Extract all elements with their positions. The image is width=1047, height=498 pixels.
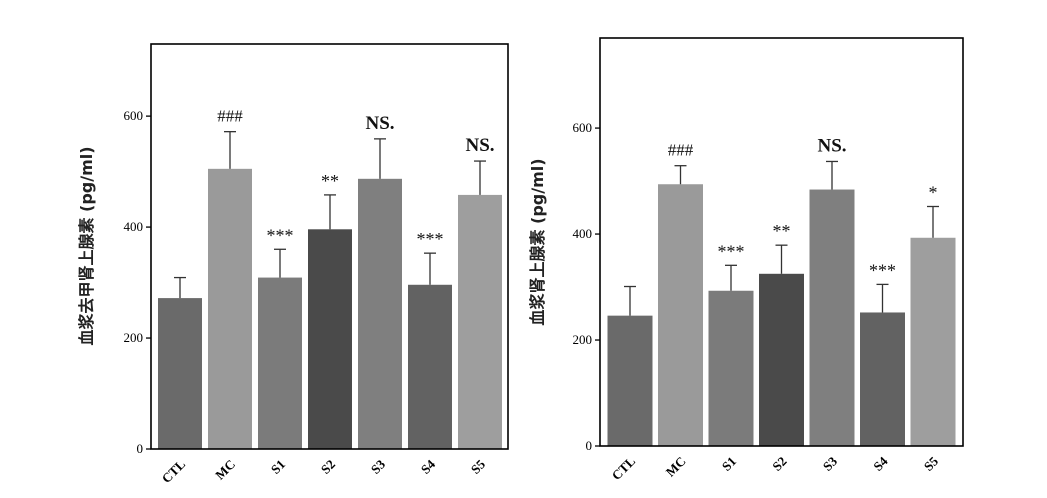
y-axis-label: 血浆去甲肾上腺素 (pg/ml) [77, 146, 96, 345]
bar-s1 [708, 290, 754, 446]
category-label: CTL [609, 453, 639, 483]
category-label: S4 [870, 453, 891, 474]
y-tick-label: 400 [124, 219, 144, 234]
category-label: S3 [820, 453, 841, 474]
significance-label: NS. [365, 113, 394, 134]
bar-s4 [860, 312, 905, 446]
y-tick-label: 600 [124, 108, 144, 123]
bar-s2 [759, 273, 804, 446]
significance-label: *** [718, 241, 745, 261]
significance-label: *** [869, 260, 896, 280]
plot-frame [599, 37, 964, 447]
category-label: S5 [921, 453, 942, 474]
bar-s3 [809, 189, 855, 447]
y-tick-label: 600 [573, 120, 593, 135]
significance-label: NS. [465, 135, 494, 156]
category-label: CTL [159, 456, 189, 486]
bar-s1 [258, 277, 302, 449]
category-label: S1 [268, 457, 288, 477]
significance-label: ** [773, 221, 791, 241]
chart-panel-2: CTL ### MC *** S1 ** S2 NS. S3 *** S4 * S5 0 200 400 600… [528, 37, 964, 483]
bar-s5 [910, 237, 956, 446]
category-label: MC [212, 457, 238, 483]
y-tick-label: 0 [586, 438, 593, 453]
significance-label: ### [217, 107, 243, 126]
y-tick-label: 400 [573, 226, 593, 241]
plot-frame [150, 43, 509, 450]
significance-label: ### [668, 141, 694, 160]
significance-label: *** [267, 225, 294, 245]
bar-s4 [408, 284, 452, 449]
bar-mc [658, 184, 703, 447]
y-tick-label: 200 [573, 332, 593, 347]
bar-s3 [358, 178, 402, 449]
chart-panel-1: CTL ### MC *** S1 ** S2 NS. S3 *** S4 NS. S5 0 200 400 6… [77, 43, 509, 486]
significance-label: * [929, 182, 938, 202]
category-label: S1 [719, 454, 739, 474]
bar-s2 [308, 229, 352, 449]
significance-label: ** [321, 171, 339, 191]
category-label: S2 [769, 454, 789, 474]
category-label: S2 [318, 457, 338, 477]
significance-label: NS. [817, 135, 846, 156]
category-label: MC [663, 454, 689, 480]
bar-mc [208, 168, 252, 449]
category-label: S3 [368, 456, 389, 477]
category-label: S4 [418, 456, 439, 477]
bar-ctl [158, 298, 202, 449]
significance-label: *** [417, 229, 444, 249]
category-label: S5 [468, 456, 489, 477]
y-tick-label: 200 [124, 330, 144, 345]
bar-ctl [607, 315, 653, 446]
bar-s5 [458, 194, 502, 449]
y-tick-label: 0 [137, 441, 144, 456]
y-axis-label: 血浆肾上腺素 (pg/ml) [528, 158, 547, 325]
